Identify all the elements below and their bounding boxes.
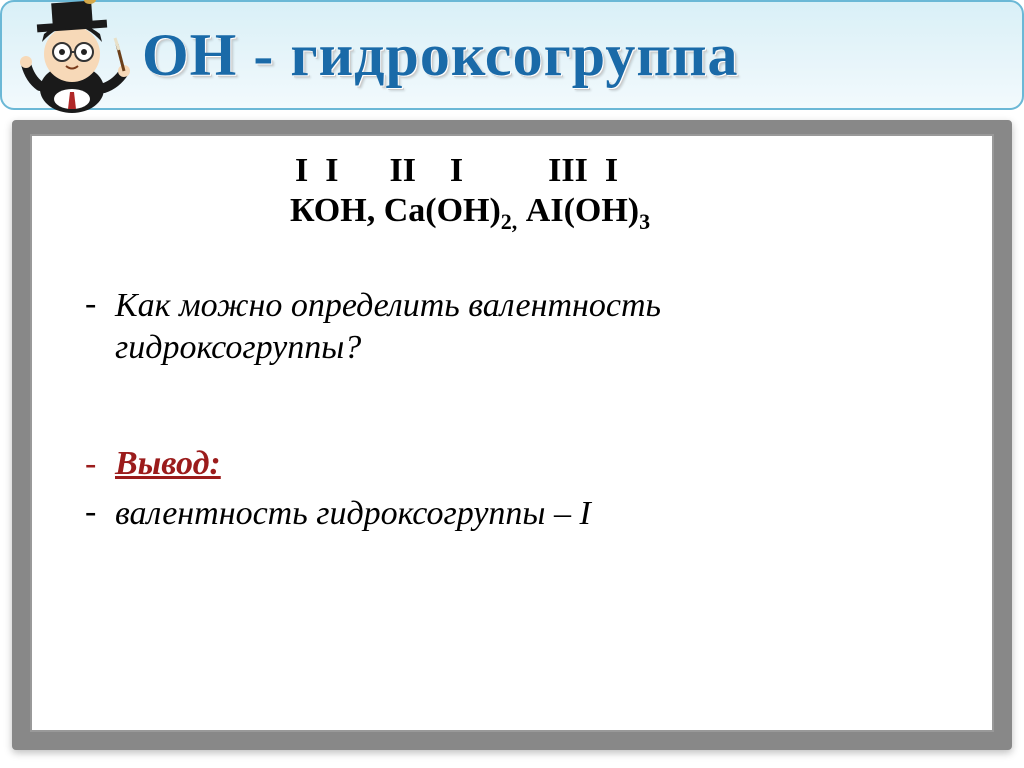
content-board: Ӏ Ӏ ӀӀ Ӏ ӀӀӀ Ӏ КОН, Са(ОН)2, АӀ(ОН)3 - К… <box>12 120 1012 750</box>
content-area: Ӏ Ӏ ӀӀ Ӏ ӀӀӀ Ӏ КОН, Са(ОН)2, АӀ(ОН)3 - К… <box>30 134 994 545</box>
question-line-1: Как можно определить валентность <box>115 285 661 328</box>
formula-part-1: КОН, Са(ОН) <box>290 192 501 229</box>
question-line-2: гидроксогруппы? <box>115 327 661 370</box>
title-bar: ОН - гидроксогруппа <box>0 0 1024 110</box>
conclusion-text-row: - валентность гидроксогруппы – Ӏ <box>85 493 954 536</box>
question-text: Как можно определить валентность гидрокс… <box>115 285 661 370</box>
formula-sub-1: 2, <box>501 209 518 234</box>
formula-row: КОН, Са(ОН)2, АӀ(ОН)3 <box>85 192 954 235</box>
question-block: - Как можно определить валентность гидро… <box>85 285 954 370</box>
valence-marks: Ӏ Ӏ ӀӀ Ӏ ӀӀӀ Ӏ <box>85 152 954 190</box>
bullet-dash: - <box>85 445 115 483</box>
formula-sub-2: 3 <box>639 209 650 234</box>
slide-title: ОН - гидроксогруппа <box>142 21 739 90</box>
conclusion-label: Вывод: <box>115 445 221 483</box>
bullet-dash: - <box>85 285 115 323</box>
slide: ОН - гидроксогруппа Ӏ Ӏ ӀӀ Ӏ ӀӀӀ Ӏ КОН, … <box>0 0 1024 768</box>
mascot-icon <box>12 0 132 119</box>
bullet-dash: - <box>85 493 115 531</box>
formula-part-2: АӀ(ОН) <box>517 192 639 229</box>
conclusion-label-row: - Вывод: <box>85 445 954 483</box>
conclusion-text: валентность гидроксогруппы – Ӏ <box>115 493 591 536</box>
